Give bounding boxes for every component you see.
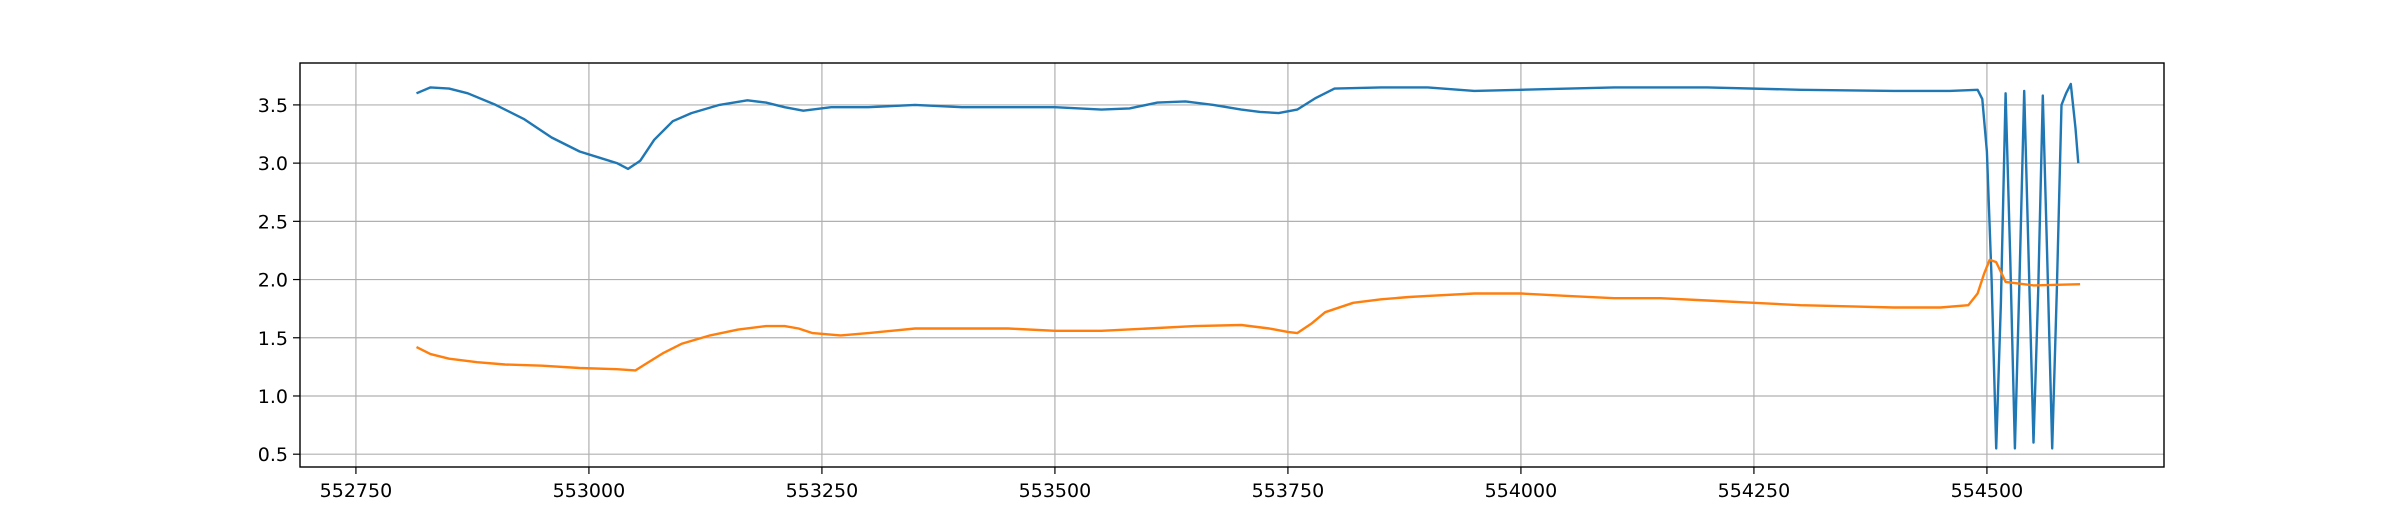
series-line-1 [416, 82, 2080, 450]
x-tick-label: 553500 [1019, 480, 1092, 502]
plot-frame [299, 62, 2165, 468]
y-tick-label: 3.5 [258, 95, 288, 117]
x-tick-label: 552750 [320, 480, 393, 502]
y-tick-label: 3.0 [258, 153, 288, 175]
y-tick-label: 1.5 [258, 328, 288, 350]
tick-layer: 552750 553000 553250 553500 553750 554000 5542… [258, 95, 2023, 502]
series-layer [415, 82, 2081, 450]
x-tick-label: 554500 [1951, 480, 2024, 502]
y-tick-label: 0.5 [258, 444, 288, 466]
series-line-2 [415, 258, 2081, 372]
y-tick-label: 2.5 [258, 211, 288, 233]
x-tick-label: 554000 [1485, 480, 1558, 502]
x-tick-label: 553750 [1252, 480, 1325, 502]
x-tick-label: 553250 [786, 480, 859, 502]
y-tick-label: 1.0 [258, 386, 288, 408]
x-tick-label: 553000 [553, 480, 626, 502]
y-tick-label: 2.0 [258, 270, 288, 292]
grid-layer [300, 63, 2164, 467]
x-tick-label: 554250 [1718, 480, 1791, 502]
